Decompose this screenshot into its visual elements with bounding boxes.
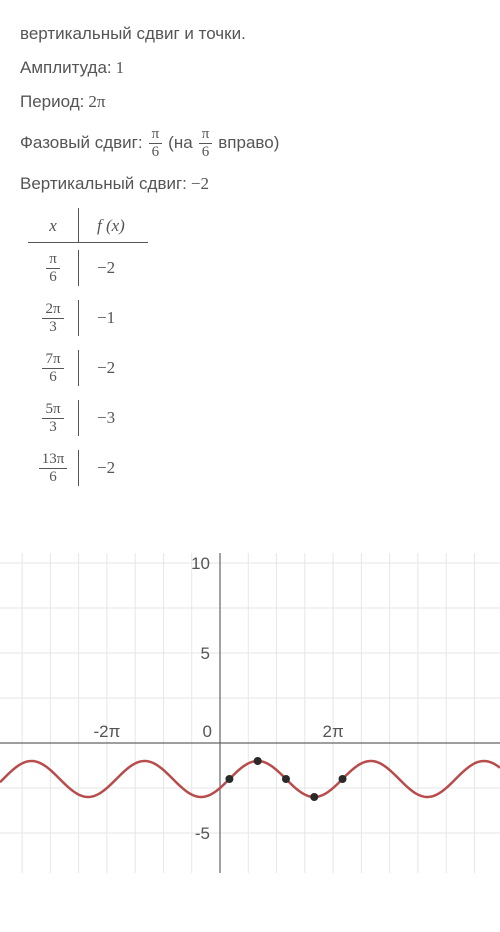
table-cell-x: 2π3 <box>28 293 78 343</box>
period-line: Период: 2π <box>20 92 480 112</box>
table-cell-fx: −2 <box>78 450 148 486</box>
vshift-line: Вертикальный сдвиг: −2 <box>20 174 480 194</box>
sine-chart: -2π 0 2π 10 5 -5 <box>0 553 500 873</box>
table-cell-x: 5π3 <box>28 393 78 443</box>
table-cell-x: π6 <box>28 243 78 293</box>
table-cell-x: 7π6 <box>28 343 78 393</box>
svg-text:10: 10 <box>191 554 210 573</box>
phase-fraction-2: π 6 <box>199 126 213 160</box>
vshift-value: −2 <box>191 174 209 194</box>
table-cell-x: 13π6 <box>28 443 78 493</box>
svg-text:-5: -5 <box>195 824 210 843</box>
top-text: вертикальный сдвиг и точки. <box>20 24 480 44</box>
table-cell-fx: −2 <box>78 250 148 286</box>
table-row: 2π3−1 <box>28 293 480 343</box>
amplitude-line: Амплитуда: 1 <box>20 58 480 78</box>
phase-paren-close: вправо) <box>218 133 279 153</box>
svg-text:0: 0 <box>203 722 212 741</box>
amplitude-value: 1 <box>116 58 125 78</box>
vshift-label: Вертикальный сдвиг: <box>20 174 187 194</box>
amplitude-label: Амплитуда: <box>20 58 112 78</box>
phase-fraction: π 6 <box>149 126 163 160</box>
table-row: π6−2 <box>28 243 480 293</box>
svg-text:5: 5 <box>201 644 210 663</box>
phase-label: Фазовый сдвиг: <box>20 133 143 153</box>
table-cell-fx: −1 <box>78 300 148 336</box>
svg-text:-2π: -2π <box>93 722 120 741</box>
svg-text:2π: 2π <box>323 722 344 741</box>
header-x: x <box>28 208 78 243</box>
table-cell-fx: −3 <box>78 400 148 436</box>
table-row: 7π6−2 <box>28 343 480 393</box>
table-header: x f (x) <box>28 208 480 243</box>
phase-paren-open: (на <box>168 133 193 153</box>
period-label: Период: <box>20 92 84 112</box>
table-row: 5π3−3 <box>28 393 480 443</box>
phase-line: Фазовый сдвиг: π 6 (на π 6 вправо) <box>20 126 480 160</box>
period-value: 2π <box>88 92 105 112</box>
value-table: x f (x) π6−22π3−17π6−25π3−313π6−2 <box>28 208 480 493</box>
table-cell-fx: −2 <box>78 350 148 386</box>
header-fx: f (x) <box>78 208 148 243</box>
table-row: 13π6−2 <box>28 443 480 493</box>
